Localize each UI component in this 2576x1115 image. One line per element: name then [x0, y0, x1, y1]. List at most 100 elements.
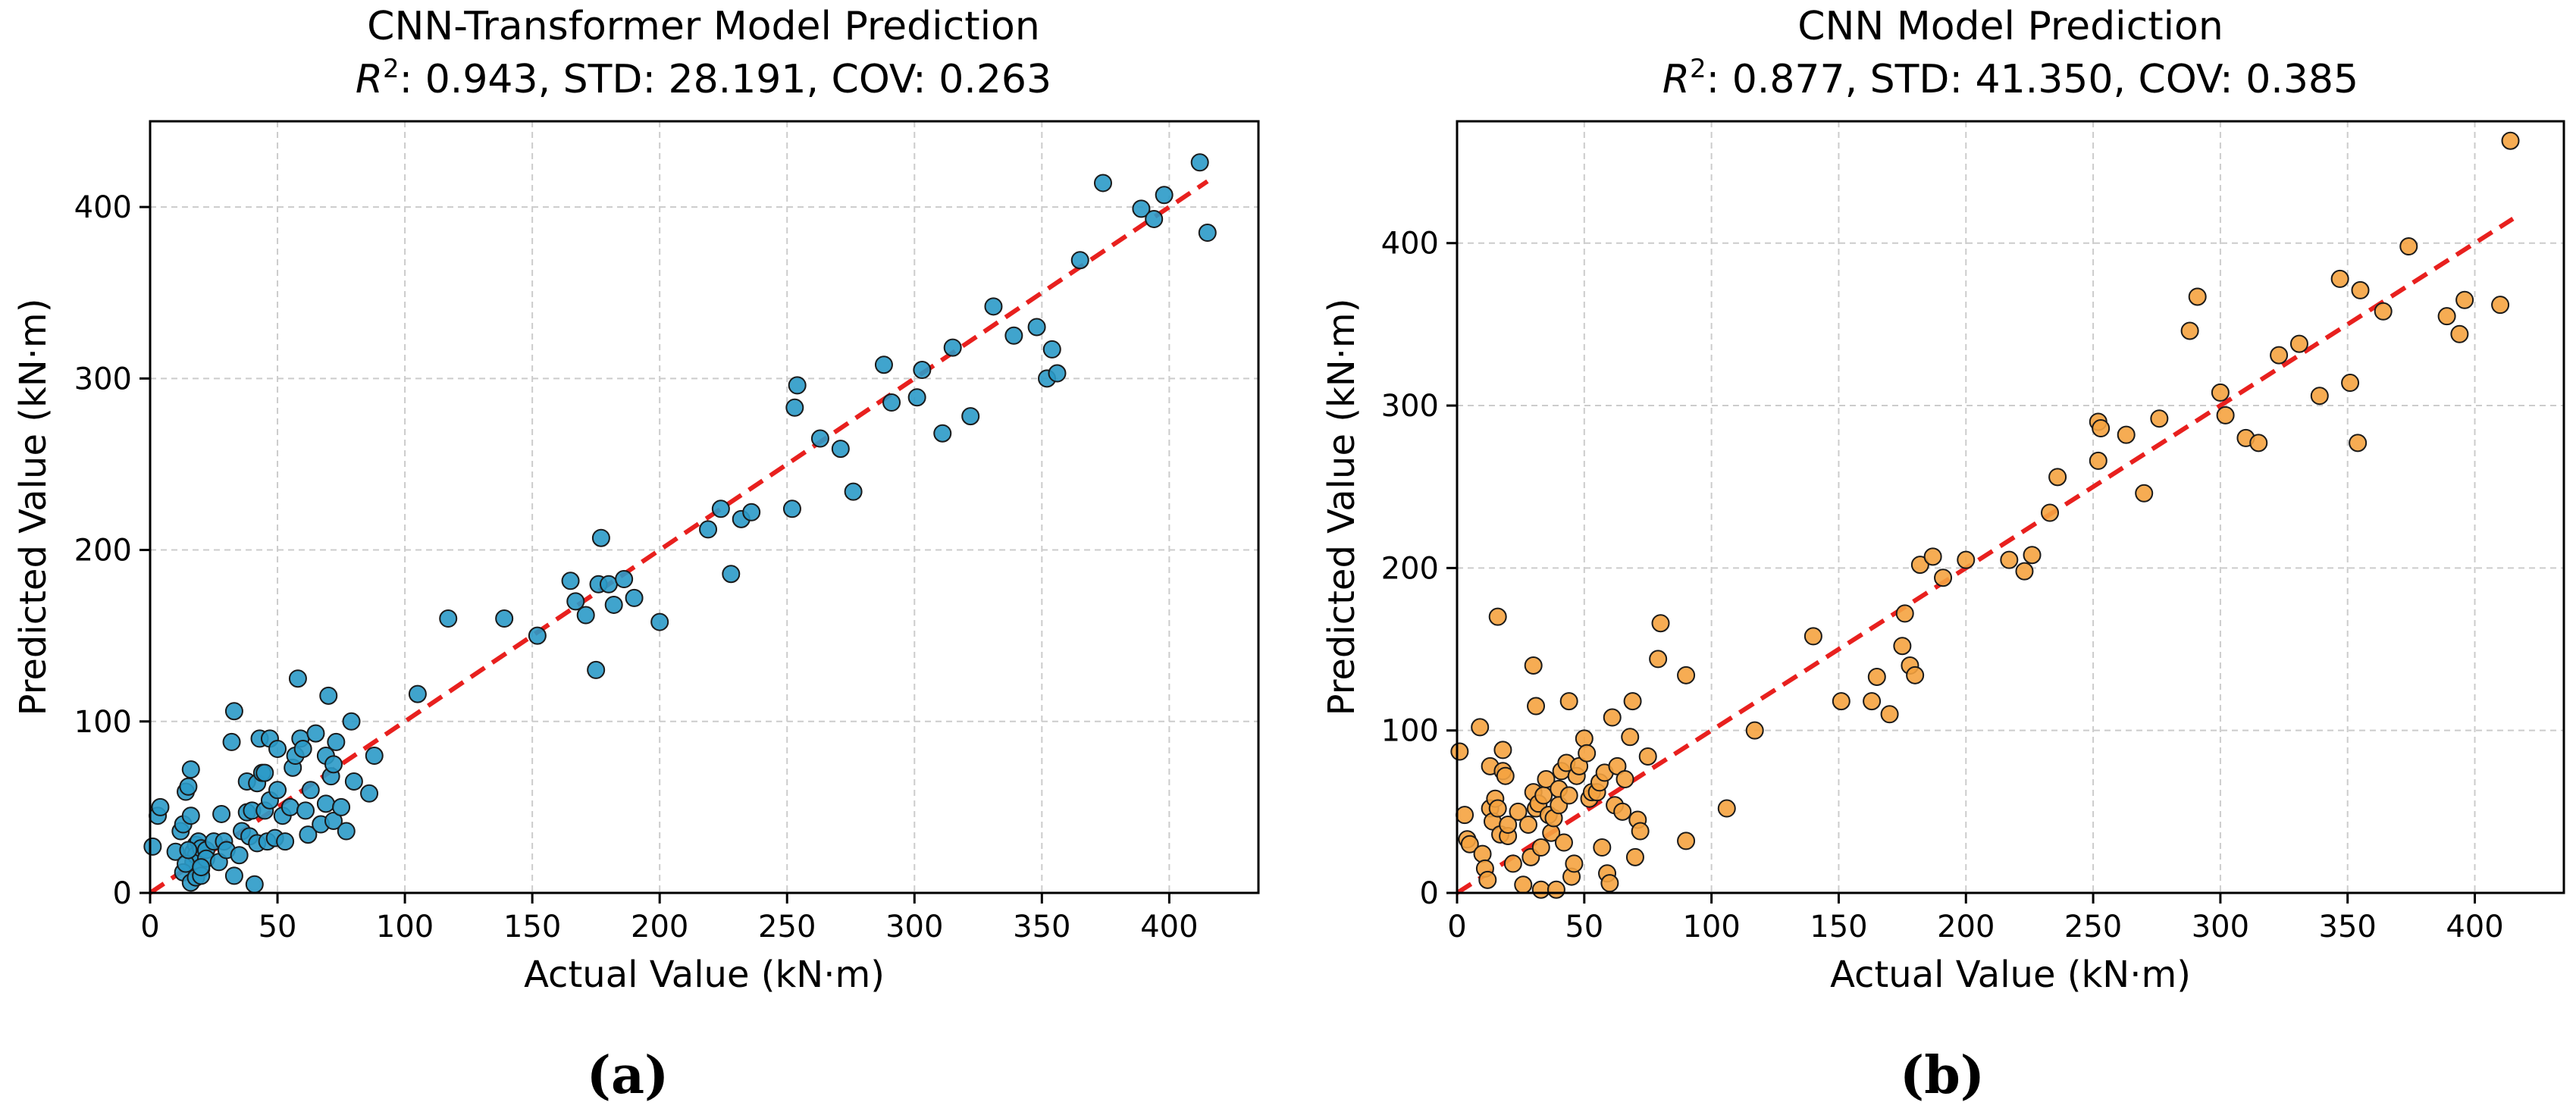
panel-b-data-point [1631, 822, 1650, 841]
panel-a-ytick-label: 300 [74, 362, 132, 396]
panel-b-data-point [1478, 870, 1497, 889]
panel-b-data-point [2216, 406, 2235, 424]
panel-b-xtick-label: 150 [1810, 910, 1867, 944]
panel-a-data-point [650, 612, 669, 631]
panel-a-data-point [1093, 174, 1112, 193]
panel-a-data-point [599, 575, 618, 594]
panel-a-data-point [913, 361, 932, 380]
panel-a-data-point [296, 801, 315, 820]
panel-b-data-point [1534, 786, 1553, 805]
panel-b-data-point [1677, 832, 1696, 850]
panel-b-data-point [1537, 769, 1556, 788]
panel-b-frame [1456, 120, 2565, 894]
panel-b-data-point [1456, 806, 1474, 825]
panel-b-ytick-label: 300 [1381, 389, 1439, 424]
panel-b-ytick-label: 0 [1420, 876, 1439, 911]
panel-b-data-point [1957, 550, 1976, 569]
panel-b-data-point [2289, 334, 2308, 353]
panel-b-data-point [1518, 815, 1537, 834]
panel-a-data-point [625, 588, 644, 607]
panel-a-xlabel: Actual Value (kN·m) [524, 954, 885, 996]
panel-b-data-point [1745, 721, 1764, 740]
panel-b-data-point [2041, 503, 2060, 522]
panel-b-data-point [2501, 131, 2520, 150]
panel-b-data-point [1554, 833, 1573, 852]
panel-b-xlabel: Actual Value (kN·m) [1830, 954, 2191, 996]
panel-a-ytick-label: 200 [74, 534, 132, 568]
panel-b-data-point [2270, 346, 2289, 365]
panel-a-data-point [742, 503, 761, 521]
panel-a-data-point [1145, 209, 1164, 228]
panel-b-data-point [1906, 666, 1925, 684]
panel-b-data-point [2399, 237, 2418, 256]
panel-b-data-point [1621, 728, 1640, 747]
panel-b-xtick-label: 200 [1937, 910, 1995, 944]
panel-a-subtitle-sup: 2 [383, 54, 400, 84]
panel-a-ylabel: Predicted Value (kN·m) [12, 299, 55, 716]
panel-a-data-point [1004, 326, 1023, 345]
panel-a-data-point [576, 606, 595, 625]
panel-a-data-point [439, 609, 458, 628]
panel-a-data-point [943, 338, 962, 357]
panel-a-data-point [874, 355, 893, 374]
panel-b-data-point [1893, 637, 1912, 656]
panel-a-data-point [327, 732, 346, 751]
panel-a-data-point [810, 429, 829, 448]
panel-b-data-point [1531, 838, 1550, 857]
panel-a-data-point [179, 841, 198, 860]
panel-a-data-point [344, 772, 363, 791]
panel-b-ylabel: Predicted Value (kN·m) [1321, 299, 1363, 716]
panel-b-ytick-label: 100 [1381, 714, 1439, 749]
panel-b-data-point [1531, 880, 1550, 899]
panel-a-xtick-label: 0 [140, 910, 159, 944]
panel-a-data-point [933, 424, 952, 443]
panel-b: CNN Model Prediction R2: 0.877, STD: 41.… [1321, 4, 2565, 1106]
panel-b-data-point [1450, 742, 1469, 761]
panel-a-xtick-label: 50 [259, 910, 297, 944]
panel-b-data-point [1509, 802, 1528, 821]
panel-b-data-point [2341, 374, 2360, 393]
panel-a-data-point [319, 686, 338, 705]
panel-b-data-point [1625, 847, 1644, 866]
panel-a-ticks: 0 50 100 150 200 250 300 350 400 0 100 200 300 400 [74, 190, 1199, 944]
panel-b-data-point [1651, 614, 1670, 633]
panel-b-subtitle: R2: 0.877, STD: 41.350, COV: 0.385 [1662, 54, 2358, 102]
panel-b-subtitle-rest: : 0.877, STD: 41.350, COV: 0.385 [1706, 57, 2358, 102]
panel-b-data-point [2330, 269, 2349, 288]
panel-b-data-point [1547, 880, 1565, 899]
panel-a-data-point [324, 811, 343, 830]
panel-b-data-point [1503, 854, 1522, 873]
panel-a-data-point [566, 592, 585, 611]
panel-a-data-point [1042, 340, 1061, 359]
panel-b-reference-line [1456, 217, 2515, 895]
panel-b-data-point [1717, 799, 1736, 818]
panel-a-xtick-label: 100 [376, 910, 434, 944]
panel-a-ytick-label: 100 [74, 705, 132, 740]
panel-a-data-point [293, 739, 312, 758]
panel-a-data-point [788, 376, 807, 395]
panel-b-data-point [2349, 434, 2368, 453]
panel-b-data-point [2180, 321, 2199, 340]
panel-a-xtick-label: 400 [1140, 910, 1198, 944]
panel-a-data-point [276, 832, 295, 851]
panel-b-data-point [2351, 280, 2370, 299]
panel-a-data-point [1155, 186, 1174, 205]
panel-a-data-point [722, 565, 741, 584]
panel-a-data-point [299, 825, 318, 844]
panel-a-data-point [1198, 224, 1217, 243]
panel-b-data-point [2437, 307, 2456, 326]
panel-b-data-point [1832, 692, 1851, 711]
panel-b-xtick-label: 300 [2192, 910, 2249, 944]
panel-a-data-point [342, 712, 361, 731]
panel-a-data-point [528, 626, 547, 645]
panel-b-data-point [1804, 627, 1822, 646]
panel-b-label: (b) [1900, 1045, 1985, 1106]
panel-a-data-point [782, 500, 801, 518]
panel-b-data-point [1496, 766, 1515, 785]
panel-b-data-point [1471, 718, 1490, 737]
panel-a-subtitle-rest: : 0.943, STD: 28.191, COV: 0.263 [400, 57, 1051, 102]
panel-a-data-point [143, 837, 162, 856]
panel-b-subtitle-sup: 2 [1690, 54, 1706, 84]
panel-b-data-point [2188, 287, 2207, 306]
panel-b-data-point [2089, 451, 2107, 470]
